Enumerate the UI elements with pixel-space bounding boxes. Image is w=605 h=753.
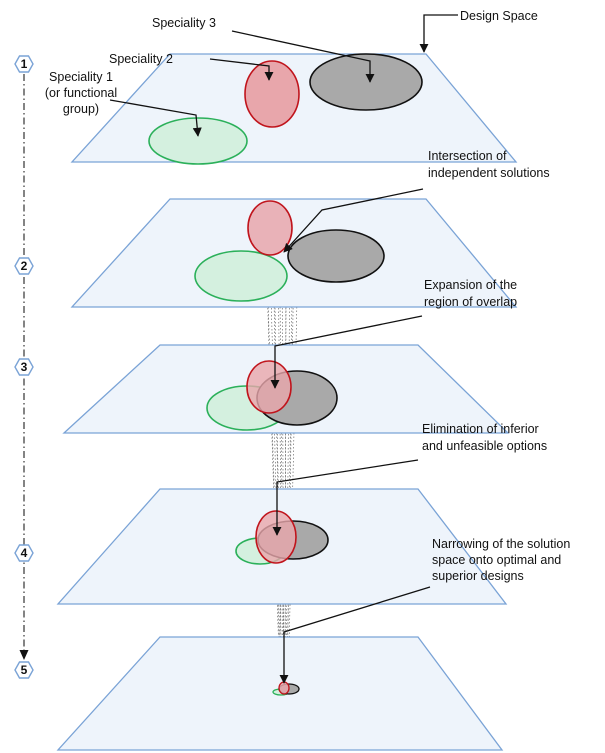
design-space-label: Design Space (460, 9, 538, 23)
speciality-1-label-line-1: Speciality 1 (49, 70, 113, 84)
layer-4 (56, 488, 508, 605)
layer-1 (70, 53, 518, 165)
narrowing-label-line-2: space onto optimal and (432, 553, 561, 567)
speciality-2-arrow (209, 58, 274, 81)
step-number: 2 (21, 259, 28, 273)
intersection-label-line-2: independent solutions (428, 166, 550, 180)
speciality-3-region (287, 229, 385, 283)
step-marker-4: 4 (14, 544, 34, 562)
speciality-2-label: Speciality 2 (109, 52, 173, 66)
labels: Design Space Speciality 3 Speciality 2 S… (45, 9, 570, 583)
speciality-2-region (247, 200, 293, 256)
speciality-2-region (246, 360, 292, 414)
step-number: 3 (21, 360, 28, 374)
speciality-1-label-line-2: (or functional (45, 86, 117, 100)
expansion-label-line-2: region of overlap (424, 295, 517, 309)
timeline: 1 2 3 4 5 (14, 55, 34, 679)
speciality-1-region (148, 117, 248, 165)
speciality-2-region (244, 60, 300, 128)
layer-2 (70, 198, 518, 308)
intersection-label-line-1: Intersection of (428, 149, 507, 163)
narrowing-label-line-1: Narrowing of the solution (432, 537, 570, 551)
elimination-label-line-1: Elimination of inferior (422, 422, 539, 436)
step-marker-5: 5 (14, 661, 34, 679)
step-marker-3: 3 (14, 358, 34, 376)
timeline-arrow-icon (19, 650, 29, 660)
layer-5 (56, 636, 504, 751)
narrowing-arrow (279, 586, 431, 684)
projection-lines (265, 251, 298, 695)
intersection-arrow (283, 188, 424, 253)
speciality-3-arrow (231, 30, 375, 83)
speciality-3-label: Speciality 3 (152, 16, 216, 30)
step-number: 4 (21, 546, 28, 560)
step-number: 5 (21, 663, 28, 677)
speciality-2-region (278, 681, 290, 695)
step-marker-1: 1 (14, 55, 34, 73)
speciality-1-arrow (109, 99, 202, 137)
layer-3 (62, 344, 510, 434)
step-number: 1 (21, 57, 28, 71)
callout-arrows (109, 14, 458, 684)
speciality-1-label-line-3: group) (63, 102, 99, 116)
design-space-arrow (419, 14, 458, 53)
expansion-label-line-1: Expansion of the (424, 278, 517, 292)
expansion-arrow (270, 315, 423, 389)
speciality-3-region (309, 53, 423, 111)
elimination-arrow (272, 459, 419, 536)
step-marker-2: 2 (14, 257, 34, 275)
narrowing-label-line-3: superior designs (432, 569, 524, 583)
speciality-2-region (255, 510, 297, 564)
elimination-label-line-2: and unfeasible options (422, 439, 547, 453)
speciality-1-region (194, 250, 288, 302)
